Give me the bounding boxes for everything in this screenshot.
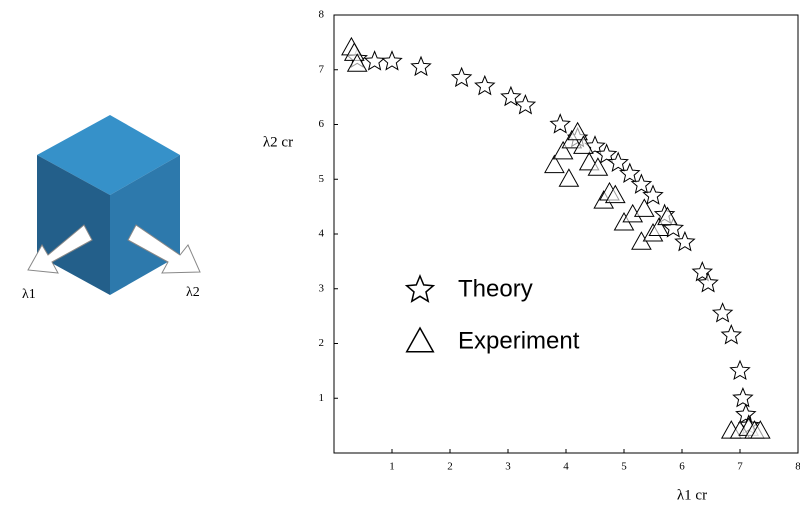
arrow-right	[127, 224, 201, 274]
point	[573, 135, 594, 154]
legend-marker	[405, 326, 435, 353]
y-tick-label: 7	[319, 63, 325, 75]
legend-marker	[404, 274, 436, 303]
axis-label-left: λ1	[22, 287, 36, 302]
x-tick-label: 6	[679, 461, 685, 473]
point	[735, 403, 757, 424]
x-tick-label: 3	[505, 461, 511, 473]
y-tick-label: 5	[319, 173, 325, 185]
y-tick-label: 8	[319, 9, 325, 21]
point	[500, 85, 522, 107]
y-tick-label: 4	[319, 228, 325, 240]
y-tick-label: 1	[319, 392, 325, 404]
legend-label: Theory	[458, 275, 533, 302]
point	[567, 121, 588, 141]
point	[648, 217, 670, 237]
x-tick-label: 5	[621, 461, 627, 473]
point	[697, 271, 719, 293]
point	[363, 50, 386, 71]
plot-frame	[333, 14, 799, 454]
point	[662, 217, 685, 238]
x-tick-label: 4	[563, 461, 569, 473]
point	[595, 143, 618, 164]
point	[410, 55, 432, 77]
point	[711, 302, 734, 323]
x-tick-label: 8	[795, 461, 800, 473]
point	[729, 359, 751, 381]
point	[749, 420, 771, 439]
point	[732, 386, 754, 408]
y-axis-label: λ2 cr	[263, 134, 293, 150]
x-tick-label: 1	[389, 461, 395, 473]
arrow-left	[27, 224, 93, 274]
point	[552, 140, 574, 160]
point	[633, 198, 655, 217]
cube-top	[37, 115, 180, 195]
point	[642, 184, 664, 205]
x-axis-label: λ1 cr	[677, 487, 707, 503]
point	[544, 154, 565, 174]
axis-label-right: λ2	[186, 285, 200, 300]
cube-diagram: λ1 λ2	[22, 115, 201, 302]
point	[549, 113, 571, 134]
point	[514, 93, 537, 115]
y-tick-label: 2	[319, 337, 325, 349]
y-tick-label: 3	[319, 282, 325, 294]
point	[474, 74, 496, 96]
point	[604, 184, 626, 204]
point	[630, 173, 653, 194]
cube-right	[110, 155, 180, 295]
point	[720, 323, 743, 345]
point	[381, 50, 403, 71]
x-tick-label: 2	[447, 461, 453, 473]
point	[346, 53, 368, 72]
point	[450, 66, 473, 88]
point	[619, 162, 641, 183]
point	[657, 206, 678, 226]
point	[558, 168, 580, 187]
point	[674, 230, 696, 252]
y-tick-label: 6	[319, 118, 325, 130]
x-tick-label: 7	[737, 461, 743, 473]
point	[607, 151, 629, 172]
legend-label: Experiment	[458, 327, 580, 354]
point	[587, 157, 609, 176]
